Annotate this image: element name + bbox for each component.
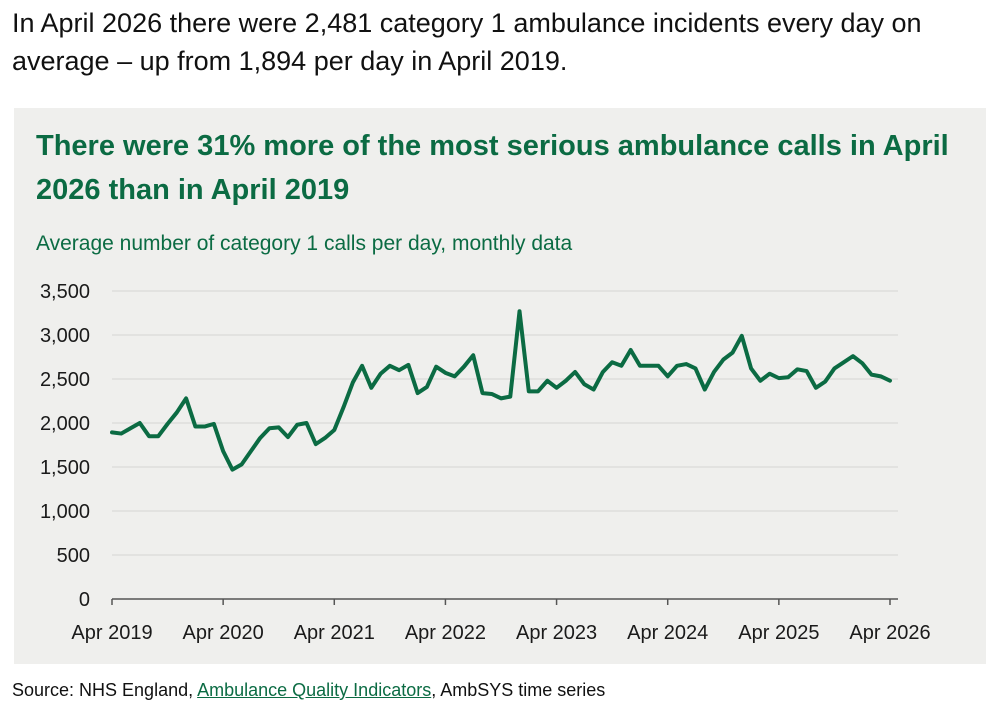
series-line: [110, 309, 892, 472]
x-tick-label: Apr 2021: [294, 622, 375, 644]
x-tick-label: Apr 2026: [849, 622, 930, 644]
source-suffix: , AmbSYS time series: [431, 680, 606, 700]
y-tick-label: 500: [57, 545, 90, 567]
gridlines: [112, 290, 898, 556]
x-tick-label: Apr 2022: [405, 622, 486, 644]
y-tick-label: 3,500: [40, 281, 90, 303]
x-tick-label: Apr 2024: [627, 622, 708, 644]
line-chart: 0 500 1,000 1,500 2,000 2,500 3,000 3,500 Apr 2…: [40, 281, 931, 644]
y-tick-label: 2,500: [40, 369, 90, 391]
source-note: Source: NHS England, Ambulance Quality I…: [12, 678, 605, 702]
x-tick-label: Apr 2020: [183, 622, 264, 644]
y-tick-label: 1,000: [40, 501, 90, 523]
source-prefix: Source: NHS England,: [12, 680, 198, 700]
chart-title: There were 31% more of the most serious …: [36, 130, 949, 206]
chart-subtitle: Average number of category 1 calls per d…: [36, 232, 573, 255]
y-axis-ticks: 0 500 1,000 1,500 2,000 2,500 3,000 3,500: [40, 281, 90, 611]
chart-panel: 0 500 1,000 1,500 2,000 2,500 3,000 3,500 Apr 2…: [14, 108, 986, 664]
x-tick-label: Apr 2019: [71, 622, 152, 644]
y-tick-label: 3,000: [40, 325, 90, 347]
y-tick-label: 1,500: [40, 457, 90, 479]
category-1-calls-line: [110, 309, 892, 472]
y-tick-label: 2,000: [40, 413, 90, 435]
x-tick-label: Apr 2023: [516, 622, 597, 644]
y-tick-label: 0: [79, 589, 90, 611]
x-axis: Apr 2019 Apr 2020 Apr 2021 Apr 2022 Apr 2023…: [71, 598, 931, 644]
x-tick-label: Apr 2025: [738, 622, 819, 644]
intro-text: In April 2026 there were 2,481 category …: [12, 8, 922, 76]
ambulance-quality-indicators-link[interactable]: Ambulance Quality Indicators: [197, 680, 432, 700]
